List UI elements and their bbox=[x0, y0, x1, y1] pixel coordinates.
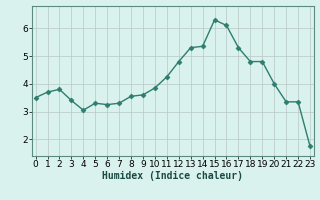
X-axis label: Humidex (Indice chaleur): Humidex (Indice chaleur) bbox=[102, 171, 243, 181]
